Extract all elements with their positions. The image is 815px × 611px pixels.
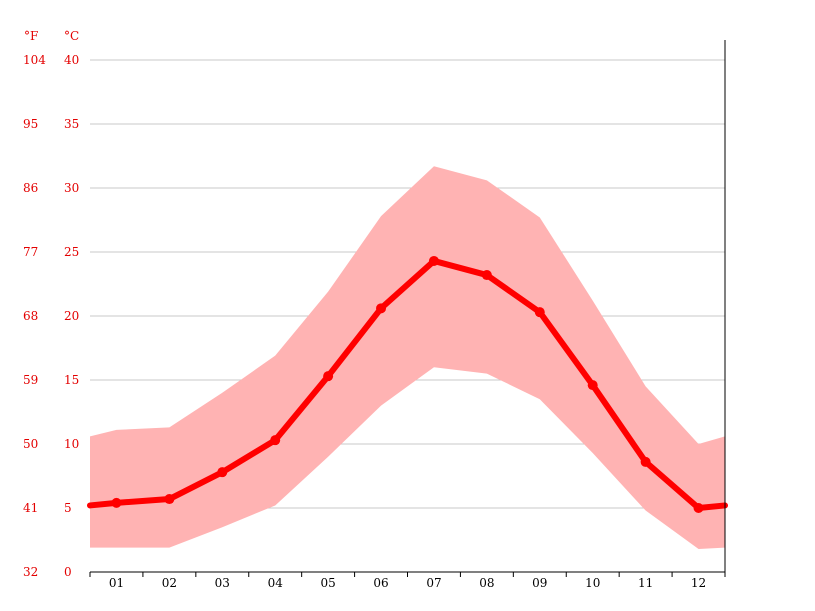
x-tick-label: 04 (268, 576, 284, 590)
y-tick-label-celsius: 20 (64, 309, 79, 323)
y-tick-label-celsius: 10 (64, 437, 79, 451)
x-tick-label: 06 (373, 576, 388, 590)
mean-temperature-point (376, 303, 387, 314)
y-tick-label-celsius: 35 (64, 117, 79, 131)
y-tick-label-celsius: 0 (64, 565, 72, 579)
y-tick-label-celsius: 25 (64, 245, 79, 259)
mean-temperature-line (87, 257, 728, 511)
y-tick-label-fahrenheit: 32 (23, 565, 38, 579)
mean-temperature-point (111, 497, 122, 508)
mean-temperature-point (428, 255, 439, 266)
y-tick-labels: 0 32 5 41 10 50 15 59 20 68 25 77 30 86 35 95 40 104 (23, 53, 79, 579)
mean-temperature-point (640, 456, 651, 467)
y-tick-label-celsius: 30 (64, 181, 79, 195)
y-tick-label-celsius: 5 (64, 501, 72, 515)
x-tick-label: 05 (320, 576, 335, 590)
y-tick-label-celsius: 40 (64, 53, 79, 67)
y-tick-label-fahrenheit: 86 (23, 181, 38, 195)
y-tick-label-fahrenheit: 50 (23, 437, 38, 451)
y-tick-label-fahrenheit: 41 (23, 501, 38, 515)
mean-temperature-points (111, 255, 704, 513)
y-tick-label-fahrenheit: 104 (23, 53, 46, 67)
mean-temperature-point (693, 503, 704, 513)
mean-temperature-point (481, 270, 492, 281)
celsius-unit-label: °C (64, 29, 79, 43)
mean-temperature-point (217, 467, 228, 478)
mean-temperature-point (270, 435, 281, 446)
mean-temperature-point (534, 307, 545, 318)
x-tick-label: 11 (638, 576, 653, 590)
y-tick-label-fahrenheit: 59 (23, 373, 38, 387)
x-tick-label: 07 (426, 576, 441, 590)
y-tick-label-fahrenheit: 68 (23, 309, 38, 323)
x-ticks: 01 02 03 04 05 06 07 08 09 10 11 12 (89, 572, 726, 590)
x-tick-label: 10 (585, 576, 600, 590)
mean-temperature-point (323, 371, 334, 382)
x-tick-label: 03 (215, 576, 230, 590)
fahrenheit-unit-label: °F (24, 29, 38, 43)
x-tick-label: 01 (109, 576, 124, 590)
x-tick-label: 12 (691, 576, 706, 590)
x-tick-label: 09 (532, 576, 547, 590)
mean-temperature-point (164, 494, 175, 505)
y-tick-label-celsius: 15 (64, 373, 79, 387)
y-tick-label-fahrenheit: 95 (23, 117, 38, 131)
y-tick-label-fahrenheit: 77 (23, 245, 38, 259)
mean-temperature-point (587, 380, 598, 391)
x-tick-label: 02 (162, 576, 177, 590)
x-tick-label: 08 (479, 576, 494, 590)
